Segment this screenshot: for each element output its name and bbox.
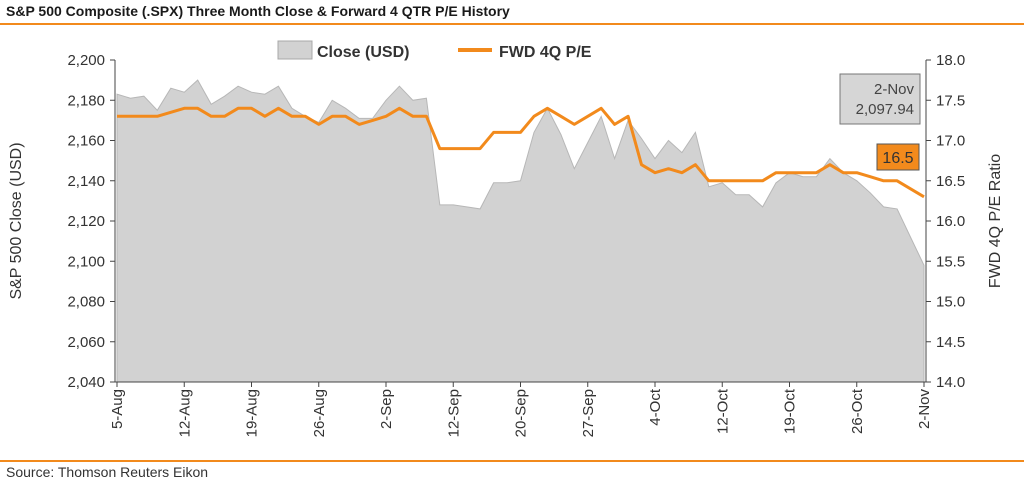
right-tick-label: 17.5	[936, 92, 965, 109]
left-tick-label: 2,180	[67, 92, 105, 109]
annotation-close-text: 2,097.94	[856, 101, 914, 118]
legend-label-close: Close (USD)	[317, 44, 409, 61]
x-tick-label: 2-Nov	[916, 389, 933, 430]
x-tick-label: 19-Oct	[782, 388, 799, 434]
series-pe-line	[117, 106, 925, 199]
annotation-pe-box	[876, 143, 920, 171]
chart-title: S&P 500 Composite (.SPX) Three Month Clo…	[6, 3, 510, 19]
source-note: Source: Thomson Reuters Eikon	[6, 464, 209, 480]
left-tick-label: 2,100	[67, 253, 105, 270]
left-tick-label: 2,120	[67, 213, 105, 230]
top-rule	[0, 23, 1024, 25]
annotation-close-box	[839, 73, 921, 125]
y2-axis-title: FWD 4Q P/E Ratio	[987, 154, 1004, 288]
legend: Close (USD) FWD 4Q P/E	[277, 40, 592, 61]
left-tick-label: 2,160	[67, 133, 105, 150]
chart-svg: Close (USD) FWD 4Q P/E 2,040 2,060 2,080 2,…	[8, 40, 1004, 437]
annotation-close-text: 2-Nov	[874, 81, 915, 98]
left-tick-label: 2,040	[67, 374, 105, 391]
x-tick-label: 2-Sep	[378, 389, 395, 429]
annotation-pe-text: 16.5	[882, 150, 913, 167]
right-tick-label: 16.0	[936, 213, 965, 230]
legend-label-pe: FWD 4Q P/E	[499, 44, 592, 61]
right-tick-label: 16.5	[936, 173, 965, 190]
x-tick-label: 5-Aug	[109, 389, 126, 429]
right-tick-label: 15.0	[936, 294, 965, 311]
left-tick-label: 2,140	[67, 173, 105, 190]
right-tick-label: 14.5	[936, 334, 965, 351]
right-tick-label: 14.0	[936, 374, 965, 391]
legend-swatch-close	[277, 40, 313, 60]
x-tick-label: 4-Oct	[647, 388, 664, 426]
right-tick-label: 15.5	[936, 253, 965, 270]
x-tick-label: 19-Aug	[244, 389, 261, 437]
y-axis-title: S&P 500 Close (USD)	[8, 142, 25, 299]
x-tick-label: 12-Sep	[445, 389, 462, 437]
left-tick-label: 2,080	[67, 294, 105, 311]
x-tick-label: 20-Sep	[513, 389, 530, 437]
x-tick-label: 27-Sep	[580, 389, 597, 437]
left-tick-label: 2,060	[67, 334, 105, 351]
right-tick-label: 17.0	[936, 133, 965, 150]
series-close-area	[116, 79, 925, 383]
right-tick-label: 18.0	[936, 52, 965, 69]
x-tick-label: 12-Aug	[176, 389, 193, 437]
x-tick-label: 12-Oct	[714, 388, 731, 434]
left-tick-label: 2,200	[67, 52, 105, 69]
bottom-rule	[0, 460, 1024, 462]
x-tick-label: 26-Aug	[311, 389, 328, 437]
x-tick-label: 26-Oct	[849, 388, 866, 434]
